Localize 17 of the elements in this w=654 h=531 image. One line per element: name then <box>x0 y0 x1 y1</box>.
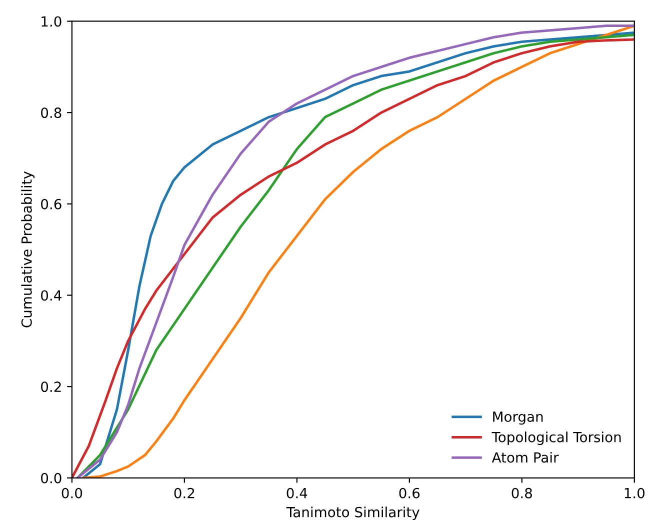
x-tick-label: 0.6 <box>399 488 420 498</box>
y-tick-label: 0.4 <box>41 290 62 301</box>
y-tick-label: 0.0 <box>41 472 62 484</box>
x-tick-label: 0.8 <box>512 488 532 498</box>
x-tick-label: 0.0 <box>62 488 82 498</box>
x-tick-label: 1.0 <box>624 488 644 498</box>
y-tick-label: 0.6 <box>41 198 62 210</box>
x-tick-label: 0.2 <box>174 488 194 498</box>
x-axis-title: Tanimoto Similarity <box>286 506 420 520</box>
y-tick-label: 0.8 <box>41 108 62 118</box>
legend-label: Morgan <box>493 412 543 425</box>
x-tick-label: 0.4 <box>286 488 308 498</box>
y-tick-label: 1.0 <box>42 16 62 27</box>
y-tick-label: 0.2 <box>41 382 61 392</box>
y-axis-title: Cumulative Probability <box>21 171 35 328</box>
legend-label: Atom Pair <box>492 452 559 463</box>
legend-label: Topological Torsion <box>492 432 621 446</box>
